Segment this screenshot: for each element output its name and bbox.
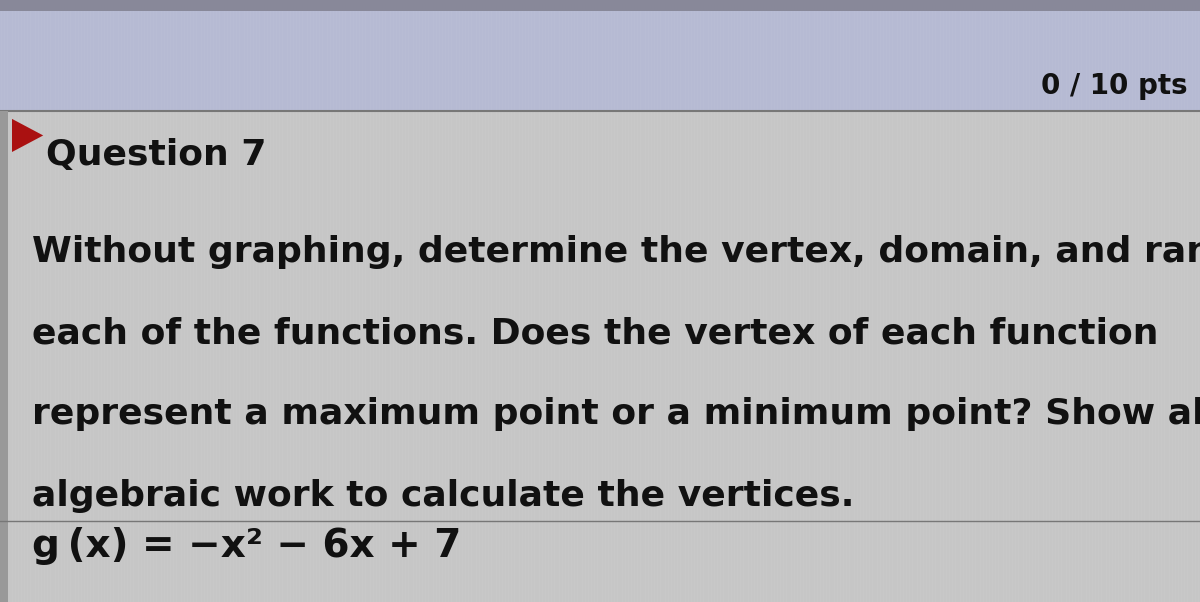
Bar: [0, 0, 1200, 11]
Text: Without graphing, determine the vertex, domain, and range for: Without graphing, determine the vertex, …: [32, 235, 1200, 268]
Text: algebraic work to calculate the vertices.: algebraic work to calculate the vertices…: [32, 479, 854, 512]
Bar: [0, 111, 8, 602]
Text: represent a maximum point or a minimum point? Show all: represent a maximum point or a minimum p…: [32, 397, 1200, 431]
Polygon shape: [12, 119, 43, 152]
Bar: [0, 0, 1200, 111]
Text: 0 / 10 pts: 0 / 10 pts: [1042, 72, 1188, 101]
Text: g (x) = −x² − 6x + 7: g (x) = −x² − 6x + 7: [32, 527, 462, 565]
Text: Question 7: Question 7: [46, 138, 266, 172]
Text: each of the functions. Does the vertex of each function: each of the functions. Does the vertex o…: [32, 316, 1159, 350]
